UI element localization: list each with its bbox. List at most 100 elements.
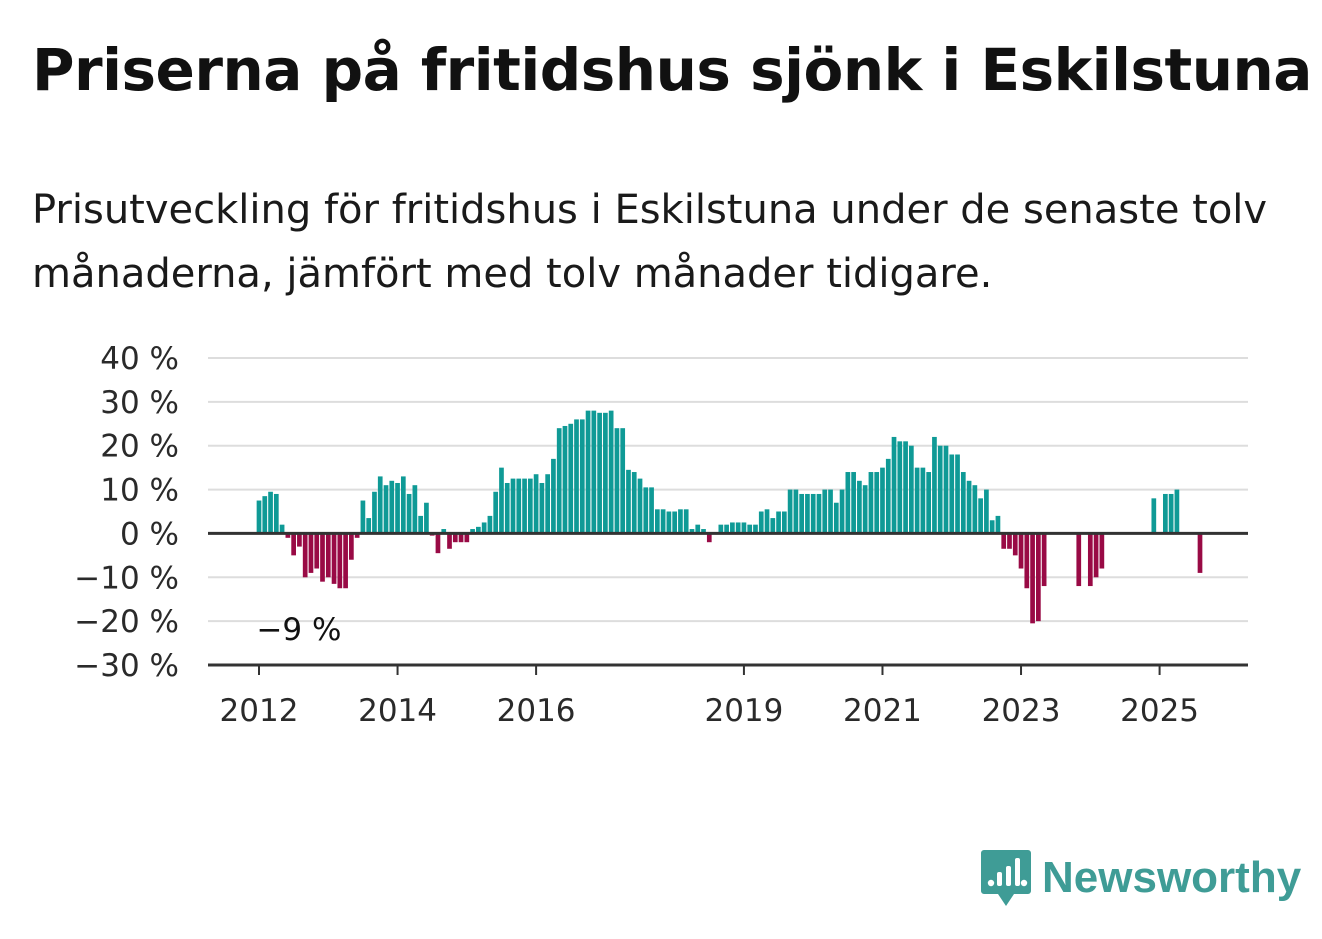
bar: [620, 428, 626, 534]
bar: [972, 485, 978, 534]
bar: [510, 478, 516, 534]
bar: [499, 467, 504, 534]
bar: [995, 515, 1001, 534]
bar: [805, 493, 810, 534]
bar: [377, 476, 383, 534]
bar: [683, 509, 689, 534]
bar: [354, 533, 360, 538]
x-tick-label: 2016: [497, 693, 576, 729]
bar: [268, 491, 273, 534]
newsworthy-logo-icon: [981, 850, 1031, 906]
bar: [1076, 533, 1082, 587]
bar: [857, 480, 862, 534]
bar: [325, 533, 331, 578]
bar: [966, 480, 972, 534]
bar: [614, 428, 620, 534]
x-tick-label: 2025: [1120, 693, 1199, 729]
bar: [654, 509, 660, 534]
bar: [776, 511, 781, 534]
bar: [418, 515, 423, 534]
bar: [337, 533, 343, 589]
bar: [753, 524, 758, 534]
bar: [1030, 533, 1035, 624]
bar: [735, 522, 741, 534]
y-tick-label: 40 %: [100, 341, 179, 377]
bar: [476, 526, 481, 534]
y-tick-label: 0 %: [120, 516, 179, 552]
bar: [1001, 533, 1007, 549]
bar: [1024, 533, 1030, 589]
bar: [949, 454, 955, 534]
bar: [551, 458, 556, 534]
bar: [724, 524, 729, 534]
bar: [989, 520, 995, 534]
chart-subtitle: Prisutveckling för fritidshus i Eskilstu…: [32, 187, 1268, 297]
bar: [493, 491, 499, 534]
bar: [1197, 533, 1203, 573]
bar: [400, 476, 406, 534]
bar: [649, 487, 654, 534]
bar: [1087, 533, 1093, 587]
bar: [943, 445, 949, 534]
bar: [793, 489, 799, 534]
bar: [504, 482, 510, 534]
bar: [862, 485, 868, 534]
bar: [360, 500, 366, 534]
x-tick-label: 2021: [843, 693, 922, 729]
bar: [781, 511, 787, 534]
bar-chart: 40 %30 %20 %10 %0 %−10 %−20 %−30 % 2012 2…: [74, 341, 1248, 729]
bar: [955, 454, 960, 534]
bar: [297, 533, 302, 547]
bars: [256, 410, 1203, 624]
bar: [389, 480, 395, 534]
y-tick-label: 10 %: [100, 473, 179, 509]
bar: [597, 412, 602, 534]
bar: [631, 472, 637, 534]
bar: [516, 478, 522, 534]
brand-name: Newsworthy: [1042, 853, 1302, 902]
bar: [458, 533, 464, 543]
bar: [545, 474, 550, 534]
bar: [706, 533, 712, 543]
y-tick-label: −20 %: [74, 604, 179, 640]
bar: [718, 524, 724, 534]
bar: [897, 441, 903, 534]
bar: [926, 472, 932, 534]
bar: [984, 489, 989, 534]
y-tick-label: 20 %: [100, 429, 179, 465]
bar: [874, 472, 880, 534]
bar: [366, 518, 372, 534]
bar: [891, 436, 897, 534]
bar: [695, 524, 701, 534]
bar: [851, 472, 856, 534]
bar: [424, 502, 429, 534]
bar: [343, 533, 348, 589]
bar: [591, 410, 597, 534]
bar: [412, 485, 418, 534]
bar: [579, 419, 585, 534]
bar: [539, 482, 545, 534]
bar: [1174, 489, 1180, 534]
bar: [810, 493, 816, 534]
bar: [585, 410, 591, 534]
bar: [395, 482, 400, 534]
bar: [314, 533, 320, 569]
brand-logo: Newsworthy: [980, 848, 1301, 908]
bar: [1036, 533, 1041, 622]
bar: [349, 533, 354, 560]
bar: [758, 511, 764, 534]
x-tick-label: 2019: [704, 693, 783, 729]
bar: [1168, 493, 1174, 534]
bar: [562, 425, 568, 534]
bar: [885, 458, 891, 534]
bar: [331, 533, 337, 584]
bar: [383, 485, 389, 534]
bar: [678, 509, 683, 534]
bar: [816, 493, 822, 534]
bar: [701, 529, 706, 534]
bar: [868, 472, 874, 534]
bar: [568, 423, 574, 534]
bar: [833, 502, 839, 534]
y-axis-ticks: 40 % 30 % 20 % 10 % 0 % −10 % −20 % −30 %: [74, 341, 179, 684]
bar: [574, 419, 579, 534]
